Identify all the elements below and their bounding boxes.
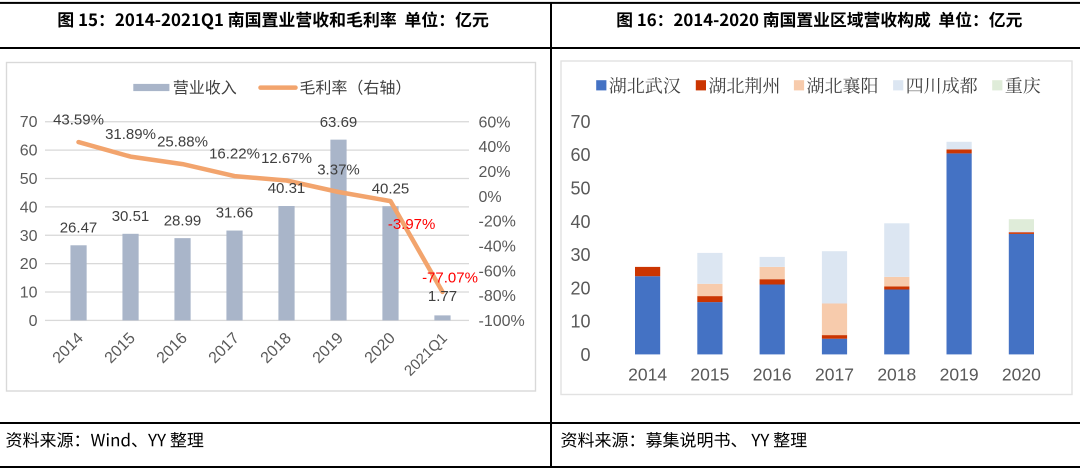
svg-text:1.77: 1.77: [428, 288, 457, 305]
svg-text:-40%: -40%: [479, 239, 516, 256]
svg-text:30: 30: [20, 228, 38, 245]
svg-text:50: 50: [570, 179, 590, 199]
svg-text:10: 10: [20, 285, 38, 302]
svg-text:43.59%: 43.59%: [53, 112, 104, 129]
svg-text:3.37%: 3.37%: [317, 162, 360, 179]
svg-text:70: 70: [20, 114, 38, 131]
svg-text:31.89%: 31.89%: [105, 126, 156, 143]
svg-text:50: 50: [20, 171, 38, 188]
svg-text:40.25: 40.25: [372, 180, 410, 197]
svg-text:70: 70: [570, 112, 590, 132]
svg-text:28.99: 28.99: [164, 212, 202, 229]
svg-text:60: 60: [20, 143, 38, 160]
svg-text:31.66: 31.66: [216, 205, 254, 222]
svg-text:0: 0: [29, 313, 38, 330]
svg-text:2020: 2020: [1002, 364, 1041, 384]
svg-text:40%: 40%: [479, 139, 511, 156]
svg-text:-3.97%: -3.97%: [388, 216, 436, 233]
svg-text:60: 60: [570, 145, 590, 165]
svg-text:-80%: -80%: [479, 288, 516, 305]
svg-text:2017: 2017: [815, 364, 854, 384]
svg-text:2015: 2015: [690, 364, 729, 384]
svg-text:20%: 20%: [479, 164, 511, 181]
svg-text:2016: 2016: [753, 364, 792, 384]
svg-text:30.51: 30.51: [112, 208, 150, 225]
svg-text:2014: 2014: [628, 364, 667, 384]
svg-text:-60%: -60%: [479, 263, 516, 280]
svg-text:10: 10: [570, 312, 590, 332]
svg-text:40: 40: [570, 212, 590, 232]
svg-text:2018: 2018: [877, 364, 916, 384]
svg-text:12.67%: 12.67%: [261, 150, 312, 167]
svg-text:-77.07%: -77.07%: [422, 269, 478, 286]
svg-text:30: 30: [570, 245, 590, 265]
svg-text:40.31: 40.31: [268, 180, 306, 197]
svg-text:26.47: 26.47: [60, 220, 98, 237]
svg-text:-20%: -20%: [479, 214, 516, 231]
svg-text:60%: 60%: [479, 114, 511, 131]
svg-text:-100%: -100%: [479, 313, 525, 330]
svg-text:25.88%: 25.88%: [157, 134, 208, 151]
svg-text:40: 40: [20, 199, 38, 216]
svg-text:0: 0: [580, 345, 590, 365]
svg-text:16.22%: 16.22%: [209, 146, 260, 163]
svg-text:0%: 0%: [479, 189, 502, 206]
svg-text:63.69: 63.69: [320, 114, 358, 131]
svg-text:2019: 2019: [940, 364, 979, 384]
svg-text:20: 20: [570, 278, 590, 298]
svg-text:20: 20: [20, 256, 38, 273]
